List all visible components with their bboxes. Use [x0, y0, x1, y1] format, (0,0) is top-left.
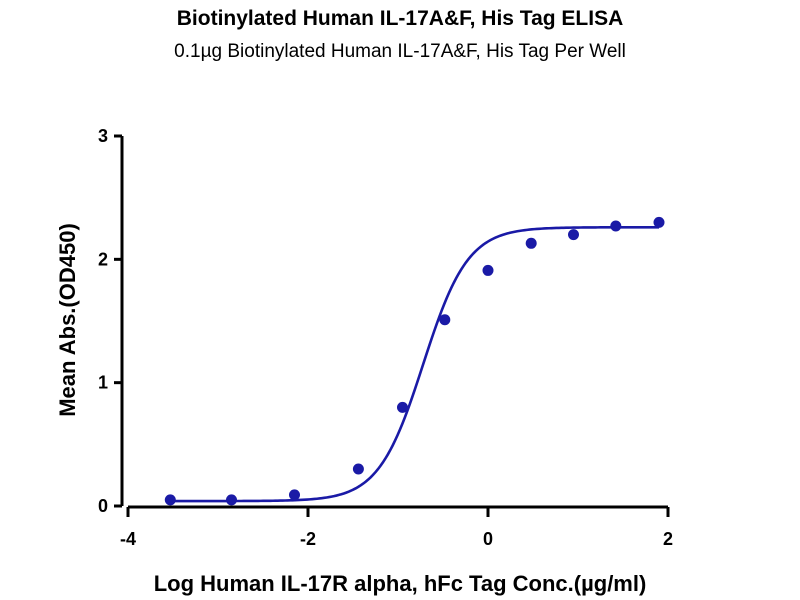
plot-area: 0 1 2 3 -4 -2 0 2 — [98, 126, 673, 549]
data-point — [226, 494, 237, 506]
y-axis-label: Mean Abs.(OD450) — [55, 223, 80, 417]
data-point — [439, 314, 451, 326]
chart-title: Biotinylated Human IL-17A&F, His Tag ELI… — [177, 7, 624, 30]
data-point — [397, 401, 408, 413]
data-point — [568, 229, 579, 241]
x-tick-label: 0 — [483, 529, 493, 549]
y-tick-label: 0 — [98, 496, 108, 516]
data-point — [164, 494, 176, 506]
fit-curve — [170, 225, 659, 503]
data-point — [289, 489, 300, 501]
x-tick-label: -2 — [300, 529, 316, 549]
x-tick-label: -4 — [120, 529, 136, 549]
data-point — [525, 237, 537, 249]
y-tick-label: 3 — [98, 126, 108, 146]
data-point — [482, 264, 494, 276]
x-tick-label: 2 — [663, 529, 673, 549]
y-tick-label: 2 — [98, 249, 108, 269]
x-axis-label: Log Human IL-17R alpha, hFc Tag Conc.(µg… — [154, 571, 647, 596]
data-point — [653, 216, 665, 228]
data-point — [352, 463, 364, 475]
chart-subtitle: 0.1µg Biotinylated Human IL-17A&F, His T… — [174, 41, 626, 62]
data-point — [610, 220, 622, 232]
y-tick-label: 1 — [98, 373, 108, 393]
